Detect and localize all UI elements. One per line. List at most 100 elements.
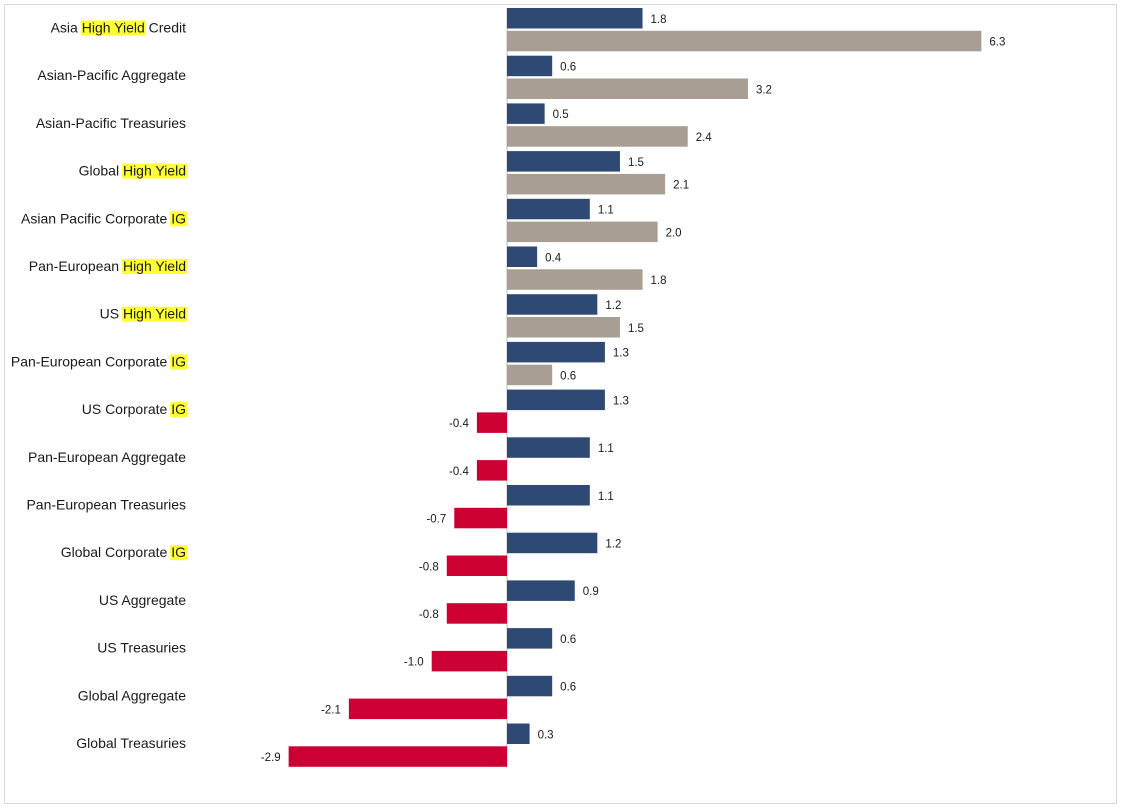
- bar-series2: [348, 698, 507, 720]
- data-label: 0.6: [560, 370, 576, 382]
- category-label-highlight-part: High Yield: [123, 306, 186, 322]
- label-highlight: [170, 354, 187, 370]
- data-label: 1.5: [628, 157, 644, 169]
- category-label: US Treasuries: [97, 640, 186, 656]
- bar-series2: [507, 78, 748, 99]
- data-label: 2.4: [696, 132, 713, 144]
- category-label-part: US: [100, 306, 123, 322]
- bar-series2: [476, 412, 507, 433]
- data-label: -0.4: [449, 466, 469, 478]
- bar-series1: [507, 294, 598, 315]
- bar-series1: [507, 485, 590, 506]
- data-label: 0.9: [583, 586, 599, 598]
- bar-series1: [507, 151, 620, 172]
- bar-series1: [507, 8, 643, 29]
- category-label: US Aggregate: [99, 592, 186, 608]
- category-label-highlight-part: IG: [171, 210, 186, 226]
- data-label: 0.6: [560, 61, 576, 73]
- data-label: 0.6: [560, 682, 576, 694]
- data-label: -0.8: [419, 561, 439, 573]
- data-label: -0.7: [426, 514, 446, 526]
- data-label: -0.4: [449, 418, 469, 430]
- bar-series1: [507, 628, 553, 649]
- data-label: -2.9: [261, 752, 281, 764]
- label-highlight: [170, 402, 187, 418]
- category-label-part: Asian-Pacific Treasuries: [36, 115, 186, 131]
- category-label: Global Aggregate: [78, 687, 186, 703]
- bar-series1: [507, 532, 598, 554]
- data-label: 0.3: [538, 729, 554, 741]
- data-label: 6.3: [989, 37, 1005, 49]
- category-label-part: Global: [79, 163, 123, 179]
- label-highlight: [170, 211, 187, 227]
- category-label-highlight-part: High Yield: [123, 258, 186, 274]
- category-label: Global Treasuries: [76, 735, 186, 751]
- label-highlight: [121, 306, 187, 322]
- category-label-part: Asia: [51, 20, 82, 36]
- data-label: 3.2: [756, 84, 772, 96]
- data-label: 1.1: [598, 205, 614, 217]
- bar-series1: [507, 580, 575, 601]
- category-label: Pan-European High Yield: [29, 258, 186, 274]
- chart-frame: Asia High Yield Credit 1.8 6.3 Asian-Pacifi…: [4, 4, 1117, 804]
- bar-series2: [446, 555, 507, 576]
- category-label-highlight-part: High Yield: [82, 20, 145, 36]
- bar-series1: [507, 675, 553, 697]
- bar-series2: [507, 173, 666, 195]
- bar-series2: [446, 603, 507, 624]
- bar-series2: [507, 30, 982, 52]
- data-label: 1.3: [613, 395, 629, 407]
- bar-series1: [507, 341, 605, 363]
- category-label-part: US Aggregate: [99, 592, 186, 608]
- category-label-part: Pan-European Treasuries: [26, 497, 186, 513]
- category-label-highlight-part: High Yield: [123, 163, 186, 179]
- category-label: Global Corporate IG: [61, 544, 186, 560]
- category-label-part: Asian Pacific Corporate: [21, 210, 171, 226]
- bar-series2: [507, 364, 553, 386]
- bar-series1: [507, 198, 590, 220]
- category-label: US High Yield: [100, 306, 186, 322]
- bar-series2: [431, 650, 507, 672]
- category-label-part: Pan-European Corporate: [11, 353, 171, 369]
- category-label: Asian-Pacific Treasuries: [36, 115, 186, 131]
- data-label: 1.8: [651, 275, 667, 287]
- label-highlight: [170, 545, 187, 561]
- bar-series1: [507, 389, 605, 411]
- category-label: US Corporate IG: [82, 401, 186, 417]
- bar-series2: [507, 126, 688, 147]
- label-highlight: [121, 259, 187, 274]
- category-label: Asia High Yield Credit: [51, 20, 187, 36]
- label-highlight: [80, 20, 146, 36]
- data-label: 1.5: [628, 323, 644, 335]
- bar-series2: [288, 746, 507, 767]
- category-label-part: US Corporate: [82, 401, 171, 417]
- bar-series2: [507, 269, 643, 290]
- category-label-part: Pan-European: [29, 258, 123, 274]
- category-label: Pan-European Treasuries: [26, 497, 186, 513]
- data-label: 0.6: [560, 634, 576, 646]
- bar-series2: [476, 460, 507, 481]
- data-label: 1.8: [651, 14, 667, 26]
- bar-series2: [507, 221, 658, 243]
- category-label-part: Global Treasuries: [76, 735, 186, 751]
- category-label: Pan-European Aggregate: [28, 449, 186, 465]
- data-label: 1.1: [598, 491, 614, 503]
- data-label: 0.4: [545, 252, 562, 264]
- category-label-part: Global Aggregate: [78, 687, 186, 703]
- bar-series1: [507, 723, 530, 744]
- category-label-part: Pan-European Aggregate: [28, 449, 186, 465]
- category-label: Global High Yield: [79, 163, 186, 179]
- bar-series1: [507, 55, 553, 77]
- label-highlight: [121, 163, 187, 179]
- category-label-part: Credit: [145, 20, 186, 36]
- category-label: Pan-European Corporate IG: [11, 353, 186, 369]
- bar-series2: [507, 317, 620, 338]
- category-label-highlight-part: IG: [171, 544, 186, 560]
- bar-series1: [507, 103, 545, 124]
- category-label: Asian Pacific Corporate IG: [21, 210, 186, 226]
- data-label: 1.1: [598, 443, 614, 455]
- bar-series1: [507, 437, 590, 458]
- category-label: Asian-Pacific Aggregate: [37, 67, 186, 83]
- data-label: -0.8: [419, 609, 439, 621]
- data-label: 1.2: [605, 300, 621, 312]
